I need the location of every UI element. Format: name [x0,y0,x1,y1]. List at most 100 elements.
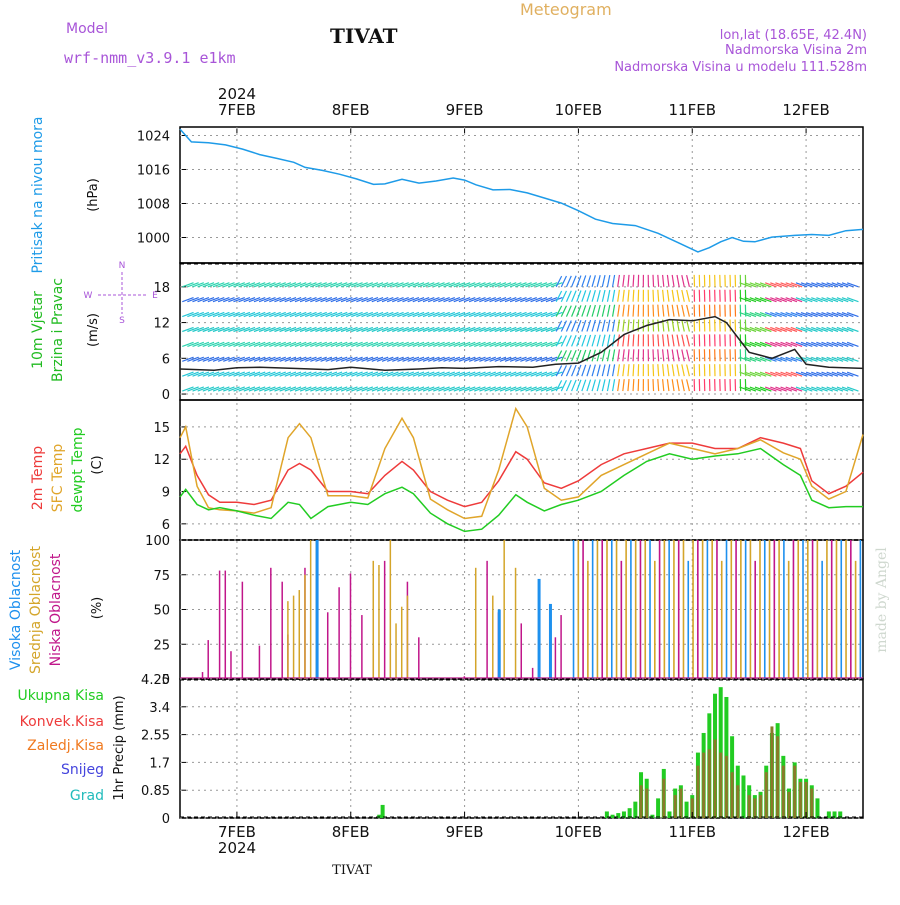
wind-barb [687,365,690,377]
wind-barb [677,364,679,376]
top-date-label: 8FEB [332,101,370,119]
cloud-bar [407,596,409,679]
y-tick-label: 50 [153,604,170,619]
cloud-bar-overcast [592,540,594,679]
wind-barb [633,305,634,317]
wind-barb [607,275,609,287]
wind-barb [566,306,571,317]
panel-frames [180,127,863,818]
wind-barb [602,275,605,287]
wind-barb [623,334,624,346]
precip-legend-total: Ukupna Kisa [17,688,104,704]
wind-barb [592,320,595,332]
cloud-bar [560,615,562,679]
coords-label: lon,lat (18.65E, 42.4N) [720,28,867,43]
wind-barb [613,275,615,287]
y-tick-label: 3.4 [149,701,170,716]
wind-barb [566,291,571,302]
precip-conv-bar [782,766,785,818]
wind-barb [587,320,591,331]
wind-barb [663,334,664,346]
bottom-date-label: 12FEB [782,823,829,841]
wind-barb [658,290,659,302]
wind-barb [623,349,624,361]
wind-barb [566,380,571,391]
wind-barb [582,320,586,331]
wind-barb [628,305,629,317]
wind-barb [597,365,600,377]
cloud-bar-overcast [774,540,776,679]
cloud-bar-overcast [587,561,589,679]
wind-barb [561,306,566,317]
wind-barb [623,275,624,287]
wind-barb [572,380,577,391]
y-tick-label: 2.55 [141,729,170,744]
precip-conv-bar [645,789,648,818]
wind-barb [618,379,620,391]
wind-barb [653,334,654,346]
wind-barb [667,379,669,391]
cloud-bar [486,561,488,679]
wind-barb [633,379,634,391]
wind-barb [592,290,595,302]
cloud-bar [207,640,209,679]
cloud-bar-overcast [807,540,809,679]
wind-barb [682,275,684,287]
cloud-bar [538,579,541,679]
precip-conv-bar [640,785,643,818]
wind-barb [577,350,581,361]
cloud-bar-overcast [640,540,642,679]
cloud-bar [384,561,386,679]
cloud-bar [327,612,329,679]
wind-ylabel-1: 10m Vjetar [30,291,46,369]
y-tick-label: 1.7 [149,756,170,771]
cloud-bar-overcast [845,540,847,679]
cloud-bar-overcast [764,540,766,679]
cloud-bar-overcast [573,540,575,679]
wind-barb [672,275,674,287]
wind-barb [628,379,629,391]
cloud-ylabel-mid: Srednja Oblacnost [28,546,44,674]
precip-conv-bar [731,772,734,818]
cloud-bar [230,651,232,679]
bottom-date-label: 8FEB [332,823,370,841]
wind-barb [658,275,659,287]
wind-barb [561,276,566,287]
wind-barb [653,364,654,376]
precip-conv-bar [793,766,796,818]
precip-conv-bar [702,753,705,818]
cloud-bar [492,596,494,679]
wind-barb [672,335,674,347]
wind-barb [602,335,605,347]
cloud-bar [304,575,306,679]
wind-barb [566,365,571,376]
panel-frame-2 [180,400,863,540]
cloud-bar-overcast [855,561,857,679]
cloud-bar-overcast [778,540,780,679]
cloud-bar-overcast [860,540,862,679]
wind-barb [682,305,684,317]
wind-barb [597,320,600,332]
cloud-bar [219,571,221,679]
cloud-bar-overcast [750,540,752,679]
precip-conv-bar [708,749,711,818]
cloud-bar-overcast [788,561,790,679]
wind-barb [607,379,609,391]
wind-barb [677,305,679,317]
cloud-bar-overcast [616,540,618,679]
temp-unit: (C) [90,455,105,474]
wind-barb [602,379,605,391]
wind-barb [587,380,591,391]
wind-barb [633,275,634,287]
wind-barb [653,305,654,317]
wind-barb [556,291,561,302]
cloud-bar [390,540,392,679]
cloud-bar [503,540,505,679]
wind-barb [592,275,595,287]
wind-barb [613,335,615,347]
precip-total-bar [656,798,660,818]
wind-barb [623,290,624,302]
wind-barb [672,379,674,391]
wind-barb [582,380,586,391]
